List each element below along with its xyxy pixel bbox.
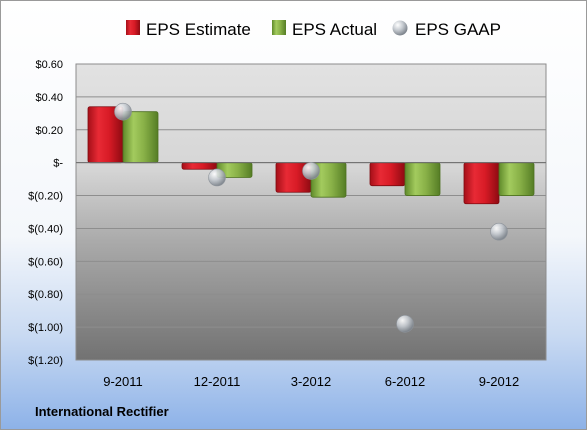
- legend-actual-label: EPS Actual: [292, 20, 377, 39]
- y-tick-label: $(0.60): [28, 256, 63, 268]
- bar-eps-estimate: [463, 162, 500, 205]
- x-axis: 9-2011 12-2011 3-2012 6-2012 9-2012: [103, 374, 519, 389]
- legend-gaap-label: EPS GAAP: [415, 20, 501, 39]
- x-tick-label: 6-2012: [385, 374, 425, 389]
- legend-swatch-gaap: [392, 20, 408, 36]
- y-tick-label: $0.20: [35, 125, 63, 137]
- x-tick-label: 9-2012: [479, 374, 519, 389]
- y-tick-label: $(1.20): [28, 355, 63, 367]
- bar-eps-estimate: [181, 162, 218, 170]
- gaap-point: [396, 315, 414, 333]
- y-tick-label: $-: [53, 158, 63, 170]
- y-tick-label: $(0.80): [28, 289, 63, 301]
- legend-swatch-estimate: [126, 20, 140, 35]
- y-tick-label: $(1.00): [28, 322, 63, 334]
- bar-eps-actual: [404, 162, 441, 196]
- gaap-point: [208, 168, 226, 187]
- y-tick-label: $(0.40): [28, 223, 63, 235]
- y-tick-label: $0.60: [35, 59, 63, 71]
- company-name: International Rectifier: [35, 404, 169, 419]
- gaap-point: [114, 102, 132, 121]
- bars: [87, 106, 535, 205]
- legend: EPS Estimate EPS Actual EPS GAAP: [126, 20, 501, 39]
- y-tick-label: $(0.20): [28, 191, 63, 203]
- bar-eps-actual: [498, 162, 535, 196]
- legend-estimate-label: EPS Estimate: [146, 20, 251, 39]
- x-tick-label: 12-2011: [194, 374, 241, 389]
- bar-eps-actual: [122, 111, 159, 164]
- y-tick-label: $0.40: [35, 92, 63, 104]
- legend-swatch-actual: [272, 20, 286, 35]
- x-tick-label: 9-2011: [103, 374, 143, 389]
- plot-area: [75, 63, 547, 361]
- gaap-point: [302, 162, 320, 180]
- x-tick-label: 3-2012: [291, 374, 331, 389]
- y-axis: $0.60 $0.40 $0.20 $- $(0.20) $(0.40) $(0.60) $(…: [28, 59, 63, 367]
- gaap-markers: [114, 102, 508, 333]
- bar-eps-estimate: [369, 162, 406, 187]
- gaap-point: [490, 222, 508, 241]
